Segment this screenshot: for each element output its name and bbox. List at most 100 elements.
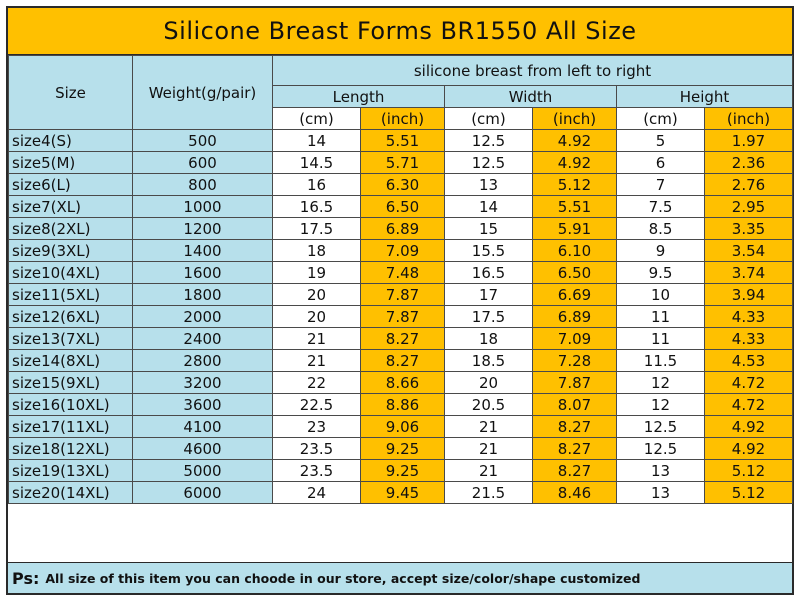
cell-length-inch: 6.89 <box>360 217 445 240</box>
cell-weight: 1600 <box>132 261 273 284</box>
unit-inch: (inch) <box>532 107 617 130</box>
table-row: size9(3XL) 1400 18 7.09 15.5 6.10 9 3.54 <box>8 239 793 262</box>
cell-size: size19(13XL) <box>8 459 133 482</box>
cell-height-cm: 12 <box>616 393 705 416</box>
cell-length-cm: 24 <box>272 481 361 504</box>
table-body: size4(S) 500 14 5.51 12.5 4.92 5 1.97 size5(M) 60… <box>8 129 793 504</box>
table-row: size18(12XL) 4600 23.5 9.25 21 8.27 12.5 4.92 <box>8 437 793 460</box>
cell-height-inch: 3.94 <box>704 283 793 306</box>
cell-length-inch: 5.51 <box>360 129 445 152</box>
cell-height-cm: 7 <box>616 173 705 196</box>
cell-height-cm: 13 <box>616 459 705 482</box>
cell-height-cm: 8.5 <box>616 217 705 240</box>
cell-width-cm: 21 <box>444 415 533 438</box>
table-row: size7(XL) 1000 16.5 6.50 14 5.51 7.5 2.95 <box>8 195 793 218</box>
header-width: Width <box>444 85 617 108</box>
cell-weight: 600 <box>132 151 273 174</box>
cell-width-inch: 6.10 <box>532 239 617 262</box>
cell-size: size13(7XL) <box>8 327 133 350</box>
cell-width-inch: 8.07 <box>532 393 617 416</box>
unit-cm: (cm) <box>272 107 361 130</box>
cell-length-inch: 7.87 <box>360 305 445 328</box>
cell-length-cm: 23.5 <box>272 459 361 482</box>
cell-width-inch: 8.27 <box>532 415 617 438</box>
cell-height-inch: 2.76 <box>704 173 793 196</box>
cell-length-cm: 18 <box>272 239 361 262</box>
cell-width-cm: 21 <box>444 459 533 482</box>
cell-length-inch: 9.45 <box>360 481 445 504</box>
table-row: size12(6XL) 2000 20 7.87 17.5 6.89 11 4.33 <box>8 305 793 328</box>
cell-size: size14(8XL) <box>8 349 133 372</box>
cell-height-cm: 9 <box>616 239 705 262</box>
size-chart: Silicone Breast Forms BR1550 All Size Si… <box>6 6 794 595</box>
cell-size: size7(XL) <box>8 195 133 218</box>
cell-weight: 4600 <box>132 437 273 460</box>
cell-length-inch: 9.25 <box>360 459 445 482</box>
cell-weight: 2800 <box>132 349 273 372</box>
cell-size: size6(L) <box>8 173 133 196</box>
cell-length-inch: 5.71 <box>360 151 445 174</box>
cell-length-inch: 7.48 <box>360 261 445 284</box>
cell-height-inch: 4.53 <box>704 349 793 372</box>
cell-height-inch: 3.54 <box>704 239 793 262</box>
table-row: size8(2XL) 1200 17.5 6.89 15 5.91 8.5 3.35 <box>8 217 793 240</box>
table-row: size6(L) 800 16 6.30 13 5.12 7 2.76 <box>8 173 793 196</box>
cell-length-cm: 16.5 <box>272 195 361 218</box>
cell-height-cm: 9.5 <box>616 261 705 284</box>
cell-length-inch: 8.66 <box>360 371 445 394</box>
cell-size: size20(14XL) <box>8 481 133 504</box>
cell-length-cm: 19 <box>272 261 361 284</box>
size-table: Size Weight(g/pair) silicone breast from… <box>8 55 793 504</box>
cell-width-inch: 7.09 <box>532 327 617 350</box>
cell-width-cm: 16.5 <box>444 261 533 284</box>
cell-width-inch: 6.50 <box>532 261 617 284</box>
cell-width-inch: 6.69 <box>532 283 617 306</box>
header-length: Length <box>272 85 445 108</box>
cell-length-inch: 7.09 <box>360 239 445 262</box>
chart-title: Silicone Breast Forms BR1550 All Size <box>8 8 792 55</box>
cell-weight: 2000 <box>132 305 273 328</box>
unit-inch: (inch) <box>704 107 793 130</box>
cell-size: size16(10XL) <box>8 393 133 416</box>
table-row: size10(4XL) 1600 19 7.48 16.5 6.50 9.5 3.74 <box>8 261 793 284</box>
cell-height-cm: 12.5 <box>616 437 705 460</box>
cell-length-cm: 22 <box>272 371 361 394</box>
cell-width-cm: 18 <box>444 327 533 350</box>
unit-cm: (cm) <box>444 107 533 130</box>
cell-width-cm: 20 <box>444 371 533 394</box>
cell-length-inch: 8.27 <box>360 327 445 350</box>
cell-length-inch: 8.27 <box>360 349 445 372</box>
cell-height-inch: 4.72 <box>704 393 793 416</box>
cell-width-inch: 6.89 <box>532 305 617 328</box>
cell-size: size17(11XL) <box>8 415 133 438</box>
cell-height-inch: 4.33 <box>704 327 793 350</box>
cell-height-cm: 12 <box>616 371 705 394</box>
cell-weight: 2400 <box>132 327 273 350</box>
cell-length-cm: 20 <box>272 305 361 328</box>
cell-height-cm: 13 <box>616 481 705 504</box>
cell-width-cm: 12.5 <box>444 129 533 152</box>
cell-length-inch: 6.30 <box>360 173 445 196</box>
cell-size: size15(9XL) <box>8 371 133 394</box>
cell-length-cm: 22.5 <box>272 393 361 416</box>
table-row: size20(14XL) 6000 24 9.45 21.5 8.46 13 5.12 <box>8 481 793 504</box>
cell-height-inch: 5.12 <box>704 459 793 482</box>
cell-width-cm: 13 <box>444 173 533 196</box>
cell-width-inch: 4.92 <box>532 129 617 152</box>
table-row: size19(13XL) 5000 23.5 9.25 21 8.27 13 5.12 <box>8 459 793 482</box>
table-row: size11(5XL) 1800 20 7.87 17 6.69 10 3.94 <box>8 283 793 306</box>
cell-width-cm: 15.5 <box>444 239 533 262</box>
cell-length-inch: 6.50 <box>360 195 445 218</box>
cell-width-cm: 17.5 <box>444 305 533 328</box>
cell-width-inch: 5.91 <box>532 217 617 240</box>
unit-cm: (cm) <box>616 107 705 130</box>
table-row: size4(S) 500 14 5.51 12.5 4.92 5 1.97 <box>8 129 793 152</box>
table-row: size15(9XL) 3200 22 8.66 20 7.87 12 4.72 <box>8 371 793 394</box>
cell-weight: 1200 <box>132 217 273 240</box>
cell-height-cm: 11 <box>616 327 705 350</box>
cell-weight: 3200 <box>132 371 273 394</box>
cell-width-cm: 18.5 <box>444 349 533 372</box>
cell-weight: 5000 <box>132 459 273 482</box>
cell-length-inch: 9.06 <box>360 415 445 438</box>
cell-height-cm: 11 <box>616 305 705 328</box>
